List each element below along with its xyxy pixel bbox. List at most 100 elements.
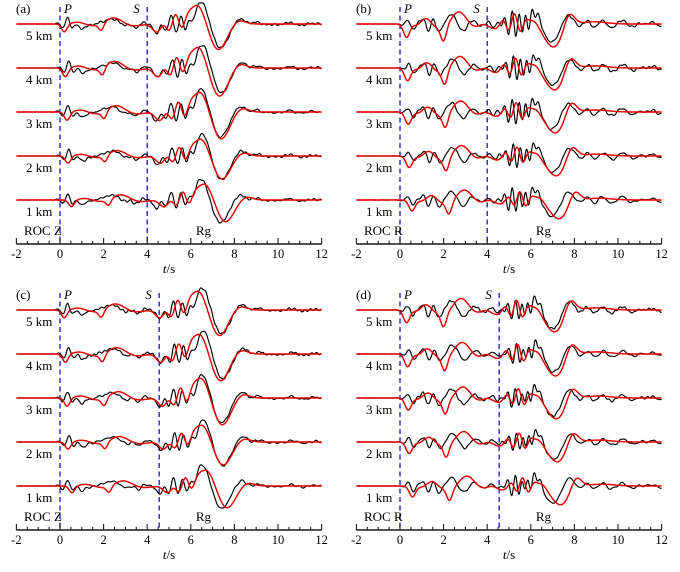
- x-axis-title-symbol: t: [162, 547, 167, 562]
- rg-phase-label: Rg: [195, 223, 212, 238]
- trace-depth-label: 1 km: [26, 204, 53, 219]
- synthetic-trace-4km: [356, 55, 662, 91]
- trace-depth-label: 5 km: [26, 314, 53, 329]
- axis-tick-label: 0: [396, 247, 404, 261]
- observed-trace-2km: [16, 419, 322, 467]
- waveform-plot: [355, 293, 663, 531]
- panel-a: (a) P S ROC Z Rg 5 km 4 km 3 km 2 km 1 km -2 0 2 4 6 8 1…: [0, 0, 340, 286]
- rg-phase-label: Rg: [195, 509, 212, 524]
- axis-tick-label: 10: [611, 247, 625, 261]
- axis-tick-label: 4: [144, 533, 151, 547]
- axis-tick-label: 6: [187, 247, 194, 261]
- x-axis-title-symbol: t: [502, 547, 507, 562]
- station-label: ROC R: [364, 223, 403, 238]
- observed-trace-4km: [356, 54, 662, 87]
- x-axis-title: t/s: [503, 262, 515, 276]
- s-phase-label: S: [145, 287, 152, 302]
- axis-tick-label: 8: [231, 533, 238, 547]
- axis-tick-label: 10: [271, 533, 285, 547]
- synthetic-trace-2km: [16, 424, 322, 466]
- trace-depth-label: 3 km: [366, 116, 393, 131]
- trace-depth-label: 4 km: [366, 72, 393, 87]
- observed-trace-4km: [16, 330, 322, 380]
- observed-trace-5km: [356, 295, 662, 330]
- trace-depth-label: 5 km: [366, 314, 393, 329]
- rg-phase-label: Rg: [535, 223, 552, 238]
- s-phase-label: S: [133, 1, 140, 16]
- observed-trace-4km: [356, 339, 662, 373]
- observed-trace-1km: [16, 178, 323, 224]
- axis-tick-label: 2: [100, 247, 107, 261]
- station-label: ROC Z: [24, 509, 62, 524]
- x-axis-title-unit: /s: [166, 547, 176, 562]
- synthetic-trace-1km: [16, 469, 322, 509]
- axis-tick-label: 0: [56, 247, 64, 261]
- synthetic-trace-5km: [16, 4, 322, 51]
- axis-tick-label: 12: [315, 533, 328, 547]
- trace-depth-label: 3 km: [366, 402, 393, 417]
- panel-label: (a): [16, 1, 31, 16]
- axis-tick-label: 8: [571, 533, 578, 547]
- observed-trace-3km: [356, 384, 662, 418]
- trace-depth-label: 2 km: [26, 160, 53, 175]
- x-axis-title-unit: /s: [166, 261, 176, 276]
- axis-tick-label: 12: [655, 247, 668, 261]
- synthetic-trace-2km: [16, 138, 322, 180]
- station-label: ROC Z: [24, 223, 62, 238]
- synthetic-trace-1km: [16, 183, 322, 223]
- axis-tick-label: 12: [315, 247, 328, 261]
- axis-ticks: [355, 238, 663, 244]
- panel-label: (d): [356, 287, 372, 302]
- panel-d: (d) P S ROC R Rg 5 km 4 km 3 km 2 km 1 km -2 0 2 4 6 8 1…: [340, 286, 680, 572]
- synthetic-trace-5km: [356, 297, 662, 333]
- synthetic-trace-3km: [16, 91, 322, 140]
- synthetic-trace-4km: [16, 333, 322, 382]
- axis-tick-label: -2: [11, 533, 22, 547]
- rg-phase-label: Rg: [535, 509, 552, 524]
- synthetic-trace-5km: [16, 290, 322, 337]
- waveform-plot: [355, 7, 663, 245]
- s-phase-label: S: [485, 287, 492, 302]
- observed-trace-1km: [356, 186, 662, 218]
- axis-tick-label: 0: [396, 533, 404, 547]
- x-axis-title-symbol: t: [502, 261, 507, 276]
- panel-label: (c): [16, 287, 31, 302]
- panel-b: (b) P S ROC R Rg 5 km 4 km 3 km 2 km 1 km -2 0 2 4 6 8 1…: [340, 0, 680, 286]
- synthetic-trace-3km: [356, 386, 662, 420]
- x-axis-title: t/s: [163, 262, 175, 276]
- observed-trace-3km: [356, 97, 662, 130]
- synthetic-trace-2km: [356, 430, 662, 463]
- p-phase-label: P: [64, 287, 72, 302]
- observed-trace-4km: [16, 45, 322, 94]
- synthetic-trace-4km: [356, 341, 662, 377]
- p-phase-label: P: [404, 287, 412, 302]
- axis-tick-label: -2: [11, 247, 22, 261]
- synthetic-trace-4km: [16, 46, 322, 97]
- panel-c: (c) P S ROC Z Rg 5 km 4 km 3 km 2 km 1 km -2 0 2 4 6 8 1…: [0, 286, 340, 572]
- trace-depth-label: 2 km: [366, 446, 393, 461]
- axis-tick-label: 10: [611, 533, 625, 547]
- waveform-plot: [15, 287, 323, 531]
- axis-tick-label: 4: [144, 247, 151, 261]
- axis-tick-label: 12: [655, 533, 668, 547]
- axis-tick-label: 4: [484, 247, 491, 261]
- axis-tick-label: 4: [484, 533, 491, 547]
- trace-depth-label: 5 km: [366, 28, 393, 43]
- trace-depth-label: 4 km: [26, 358, 53, 373]
- x-axis-title: t/s: [163, 548, 175, 562]
- synthetic-trace-1km: [356, 189, 662, 220]
- axis-tick-label: 2: [100, 533, 107, 547]
- waveform-plot: [15, 2, 323, 245]
- trace-depth-label: 5 km: [26, 28, 53, 43]
- p-phase-label: P: [64, 1, 72, 16]
- axis-tick-label: 8: [571, 247, 578, 261]
- station-label: ROC R: [364, 509, 403, 524]
- observed-trace-2km: [356, 429, 662, 460]
- synthetic-trace-2km: [356, 144, 662, 177]
- trace-depth-label: 4 km: [366, 358, 393, 373]
- observed-trace-5km: [16, 2, 322, 49]
- trace-depth-label: 1 km: [366, 490, 393, 505]
- trace-depth-label: 2 km: [26, 446, 53, 461]
- axis-tick-label: 6: [527, 247, 534, 261]
- axis-tick-label: -2: [351, 533, 362, 547]
